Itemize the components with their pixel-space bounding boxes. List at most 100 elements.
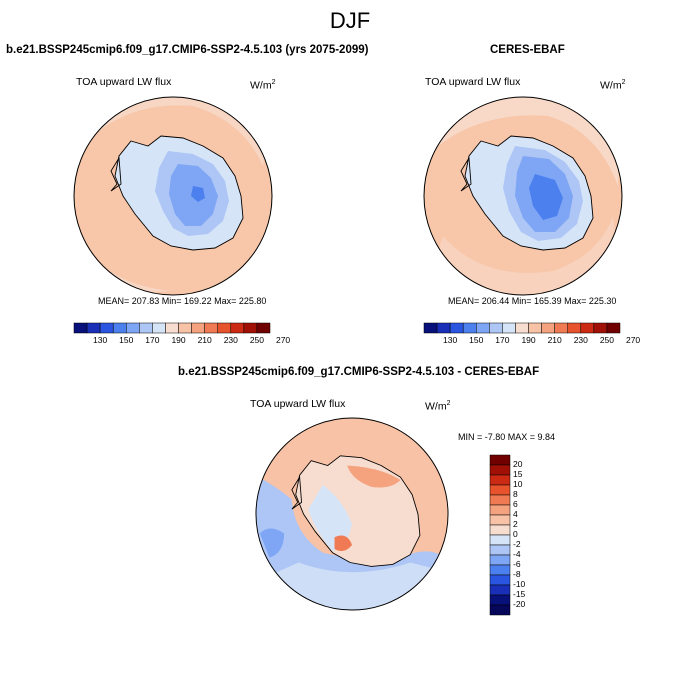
diff-colorbar-cell [489, 584, 511, 596]
model-ocean-light-band [74, 97, 272, 166]
model-colorbar-cell [178, 322, 192, 334]
diff-map-border [255, 417, 449, 611]
model-variable-label: TOA upward LW flux [76, 76, 172, 88]
model-stats: MEAN= 207.83 Min= 169.22 Max= 225.80 [98, 296, 267, 306]
obs-colorbar-tick: 210 [547, 335, 562, 345]
model-colorbar-tick: 250 [249, 335, 265, 345]
diff-land-pos [347, 465, 401, 488]
diff-colorbar-cells [489, 454, 511, 616]
obs-colorbar-tick: 230 [573, 335, 588, 345]
diff-colorbar-tick: -10 [513, 579, 526, 589]
obs-colorbar-cell [554, 322, 568, 334]
diff-colorbar-tick: -6 [513, 559, 521, 569]
model-ice-core [191, 186, 205, 202]
obs-map-field [424, 97, 622, 295]
obs-colorbar-cell [606, 322, 621, 334]
model-colorbar-cell [230, 322, 245, 334]
diff-peninsula [291, 475, 303, 510]
diff-colorbar-cell [489, 544, 511, 556]
diff-colorbar-cell [489, 494, 511, 506]
diff-colorbar-tick: 10 [513, 479, 523, 489]
obs-colorbar-cell [528, 322, 542, 334]
obs-colorbar-cell [593, 322, 608, 334]
diff-colorbar-cell [489, 514, 511, 526]
obs-ocean-light-ring [424, 216, 622, 295]
obs-colorbar-tick: 190 [521, 335, 536, 345]
diff-map [255, 417, 449, 611]
obs-units-label: W/m2 [600, 79, 626, 92]
model-colorbar [73, 322, 271, 334]
obs-map [423, 96, 623, 296]
obs-colorbar-cells [423, 322, 621, 334]
model-colorbar-cell [204, 322, 218, 334]
diff-colorbar-cell [489, 464, 511, 476]
obs-colorbar-cell [580, 322, 595, 334]
model-units-label: W/m2 [250, 79, 276, 92]
model-colorbar-cell [126, 322, 140, 334]
model-peninsula [110, 156, 122, 192]
model-colorbar-tick: 150 [119, 335, 134, 345]
model-map-field [74, 97, 272, 295]
obs-colorbar-tick: 150 [469, 335, 484, 345]
model-map [73, 96, 273, 296]
diff-colorbar-cell [489, 524, 511, 536]
diff-land-neg [308, 484, 352, 551]
diff-colorbar-cell [489, 594, 511, 606]
model-colorbar-cell [112, 322, 127, 334]
diff-colorbar-cell [489, 474, 511, 486]
obs-stats: MEAN= 206.44 Min= 165.39 Max= 225.30 [448, 296, 617, 306]
obs-ocean-light-band [424, 97, 622, 186]
obs-colorbar-tick: 250 [599, 335, 615, 345]
diff-land-pos-2 [334, 535, 352, 552]
obs-ice-core [529, 174, 563, 220]
obs-colorbar-tick: 170 [495, 335, 510, 345]
obs-peninsula [460, 156, 472, 192]
model-colorbar-tick: 190 [171, 335, 186, 345]
obs-colorbar-cell [515, 322, 529, 334]
diff-colorbar-tick: 6 [513, 499, 518, 509]
obs-colorbar-cell [462, 322, 477, 334]
model-colorbar-cell [86, 322, 101, 334]
diff-stats: MIN = -7.80 MAX = 9.84 [458, 432, 556, 442]
diff-colorbar-tick: -20 [513, 599, 526, 609]
diff-colorbar-cell [489, 484, 511, 496]
model-colorbar-cell [256, 322, 271, 334]
diff-colorbar-tick: -8 [513, 569, 521, 579]
diff-colorbar-tick: 20 [513, 459, 523, 469]
model-colorbar-tick: 210 [197, 335, 212, 345]
model-colorbar-cell [139, 322, 153, 334]
season-title: DJF [329, 8, 371, 33]
diff-colorbar-tick: 0 [513, 529, 518, 539]
diff-colorbar-cell [489, 574, 511, 586]
diff-colorbar-cell [489, 504, 511, 516]
model-colorbar-tick: 130 [93, 335, 108, 345]
diff-colorbar-tick: 2 [513, 519, 518, 529]
model-map-border [73, 96, 273, 296]
obs-colorbar-cell [436, 322, 451, 334]
obs-panel-title: CERES-EBAF [490, 44, 565, 56]
model-panel-title: b.e21.BSSP245cmip6.f09_g17.CMIP6-SSP2-4.… [6, 44, 369, 56]
diff-colorbar-tick: -2 [513, 539, 521, 549]
obs-colorbar-cell [489, 322, 503, 334]
diff-variable-label: TOA upward LW flux [250, 398, 346, 410]
model-colorbar-cells [73, 322, 271, 334]
obs-coastline [464, 135, 594, 251]
obs-variable-label: TOA upward LW flux [425, 76, 521, 88]
obs-colorbar-cell [502, 322, 516, 334]
model-colorbar-cell [73, 322, 88, 334]
diff-colorbar-tick: 15 [513, 469, 523, 479]
model-colorbar-tick: 170 [145, 335, 160, 345]
diff-colorbar-tick: 4 [513, 509, 518, 519]
diff-neg-mid-patch [259, 528, 285, 558]
obs-colorbar [423, 322, 621, 334]
diff-colorbar-tick: 8 [513, 489, 518, 499]
obs-colorbar-cell [476, 322, 490, 334]
obs-map-border [423, 96, 623, 296]
model-colorbar-cell [191, 322, 205, 334]
diff-coastline [295, 455, 421, 567]
diff-colorbar-tick: -4 [513, 549, 521, 559]
diff-colorbar-cell [489, 534, 511, 546]
model-colorbar-cell [243, 322, 258, 334]
model-colorbar-cell [165, 322, 179, 334]
model-colorbar-tick: 270 [275, 335, 291, 345]
